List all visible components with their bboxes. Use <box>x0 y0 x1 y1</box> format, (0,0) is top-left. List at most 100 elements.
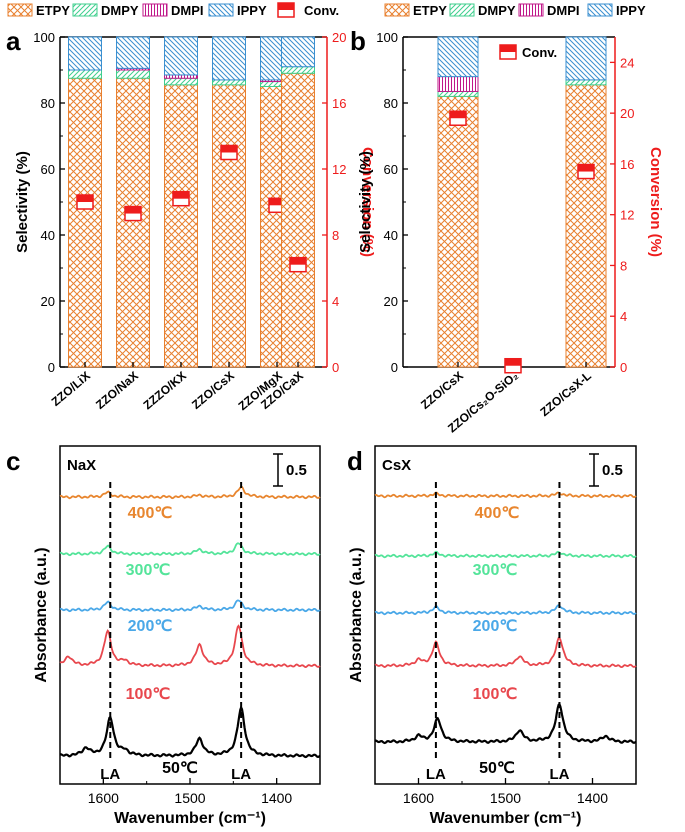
y2-tick-label: 20 <box>332 30 346 45</box>
y2-tick-label: 20 <box>620 106 634 121</box>
panel-label-b: b <box>350 26 366 56</box>
y-tick-label: 20 <box>384 294 398 309</box>
panel-label-d: d <box>347 446 363 476</box>
bar-dmpy-2 <box>116 69 150 79</box>
la-label: LA <box>231 766 251 783</box>
la-label: LA <box>100 766 120 783</box>
temperature-label: 300℃ <box>126 562 171 579</box>
bar-dmpy-3 <box>565 79 607 86</box>
inset-conv-label: Conv. <box>522 45 557 60</box>
spectrum-200℃ <box>374 604 637 616</box>
x-tick-label: 1500 <box>174 790 205 806</box>
spectrum-50℃ <box>374 702 637 745</box>
temperature-label: 200℃ <box>128 618 173 635</box>
y2-axis-title: Conversion (%) <box>359 147 376 257</box>
spectrum-300℃ <box>59 542 321 557</box>
x-tick-label: ZZO/CsX <box>189 369 237 412</box>
conv-marker-6-fill <box>290 257 306 265</box>
bar-ippy-3 <box>565 36 607 81</box>
bar-ippy-2 <box>116 36 150 69</box>
bar-ippy-1 <box>437 36 479 78</box>
y-axis-title: Selectivity (%) <box>357 151 374 253</box>
x-tick-label: ZZO/LiX <box>49 369 93 409</box>
temperature-label: 400℃ <box>128 505 173 522</box>
bar-etpy-1 <box>68 77 102 368</box>
y-tick-label: 40 <box>384 228 398 243</box>
conv-marker-1-fill <box>450 111 466 119</box>
y-tick-label: 60 <box>384 162 398 177</box>
y2-tick-label: 0 <box>332 360 339 375</box>
bar-etpy-1 <box>437 95 479 368</box>
legend-dmpi-swatch <box>518 3 544 17</box>
temperature-label: 300℃ <box>473 562 518 579</box>
y2-tick-label: 8 <box>332 228 339 243</box>
bar-dmpi-1 <box>437 76 479 92</box>
x-tick-label: 1500 <box>490 790 521 806</box>
bar-ippy-3 <box>164 36 198 76</box>
x-tick-label: 1400 <box>261 790 292 806</box>
y2-tick-label: 16 <box>620 157 634 172</box>
y-tick-label: 100 <box>33 30 55 45</box>
y-axis-title: Selectivity (%) <box>14 151 31 253</box>
bar-etpy-3 <box>565 84 607 368</box>
legend-dmpy-label: DMPY <box>101 3 139 18</box>
legend-conv-label: Conv. <box>304 3 339 18</box>
y2-tick-label: 4 <box>332 294 339 309</box>
y-tick-label: 60 <box>41 162 55 177</box>
conv-marker-3-fill <box>578 164 594 172</box>
scale-bar-label: 0.5 <box>602 462 623 479</box>
bar-ippy-4 <box>212 36 246 81</box>
legend-ippy-swatch <box>587 3 613 17</box>
y-tick-label: 40 <box>41 228 55 243</box>
conv-marker-5-fill <box>269 198 285 206</box>
chart-panel-c: 1600 1500 1400 Wavenumber (cm⁻¹) Absorbance … <box>33 445 321 827</box>
x-tick-label: ZZZO/KX <box>141 369 189 413</box>
legend-top-a: ETPY DMPY DMPI IPPY Conv. <box>7 2 339 18</box>
spectrum-100℃ <box>374 636 637 669</box>
spectrum-400℃ <box>374 491 637 499</box>
y2-tick-label: 0 <box>620 360 627 375</box>
bar-dmpy-4 <box>212 79 246 86</box>
legend-etpy-swatch <box>7 3 33 17</box>
la-label: LA <box>426 766 446 783</box>
temperature-label: 100℃ <box>473 686 518 703</box>
bar-etpy-2 <box>116 77 150 368</box>
y-tick-label: 100 <box>376 30 398 45</box>
legend-dmpy-swatch <box>72 3 98 17</box>
x-tick-label: ZZO/NaX <box>93 369 141 412</box>
y2-axis-title: Conversion (%) <box>647 147 664 257</box>
x-axis-title: Wavenumber (cm⁻¹) <box>430 810 582 827</box>
conv-marker-2-fill <box>505 358 521 366</box>
y2-tick-label: 24 <box>620 55 634 70</box>
y2-tick-label: 12 <box>620 208 634 223</box>
bar-etpy-3 <box>164 84 198 368</box>
y-axis-title: Absorbance (a.u.) <box>348 547 365 682</box>
temperature-label: 50℃ <box>479 760 515 777</box>
legend-top-b: ETPY DMPY DMPI IPPY <box>384 3 646 18</box>
legend-dmpi-label: DMPI <box>171 3 204 18</box>
temperature-label: 400℃ <box>475 505 520 522</box>
spectrum-200℃ <box>59 599 321 613</box>
conv-marker-2-fill <box>125 206 141 214</box>
bar-dmpy-3 <box>164 77 198 86</box>
y2-tick-label: 12 <box>332 162 346 177</box>
legend-dmpi-swatch <box>142 3 168 17</box>
y-tick-label: 0 <box>48 360 55 375</box>
y2-tick-label: 16 <box>332 96 346 111</box>
y-tick-label: 0 <box>391 360 398 375</box>
x-tick-label: 1400 <box>577 790 608 806</box>
spectrum-400℃ <box>59 485 321 500</box>
y-tick-label: 80 <box>384 96 398 111</box>
legend-ippy-label: IPPY <box>616 3 646 18</box>
panel-label-c: c <box>6 446 20 476</box>
temperature-label: 100℃ <box>126 686 171 703</box>
conv-marker-4-fill <box>221 145 237 153</box>
legend-dmpy-label: DMPY <box>478 3 516 18</box>
bar-ippy-6 <box>281 36 315 68</box>
temperature-label: 200℃ <box>473 618 518 635</box>
legend-dmpi-label: DMPI <box>547 3 580 18</box>
spectrum-300℃ <box>374 550 637 559</box>
x-axis-title: Wavenumber (cm⁻¹) <box>114 810 266 827</box>
bar-etpy-6 <box>281 72 315 368</box>
